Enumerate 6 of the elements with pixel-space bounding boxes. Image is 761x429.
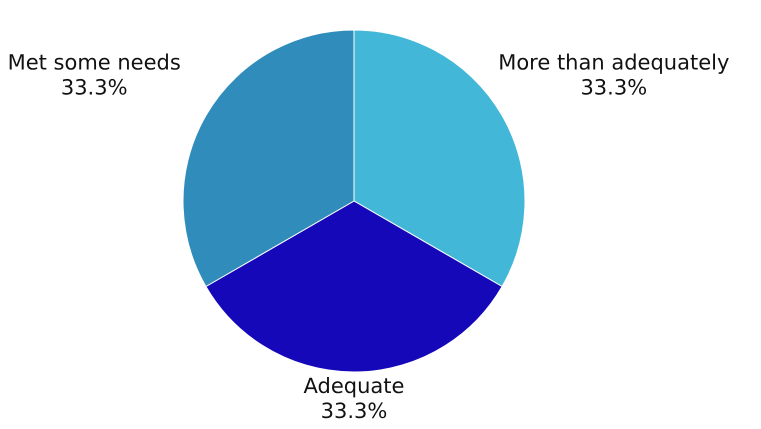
data-label: 33.3% — [60, 76, 128, 100]
data-label: 33.3% — [580, 76, 648, 100]
slice-label: Adequate — [304, 374, 404, 398]
slice-label: Met some needs — [8, 50, 181, 74]
data-label: 33.3% — [320, 399, 388, 423]
slice-label: More than adequately — [498, 50, 730, 74]
